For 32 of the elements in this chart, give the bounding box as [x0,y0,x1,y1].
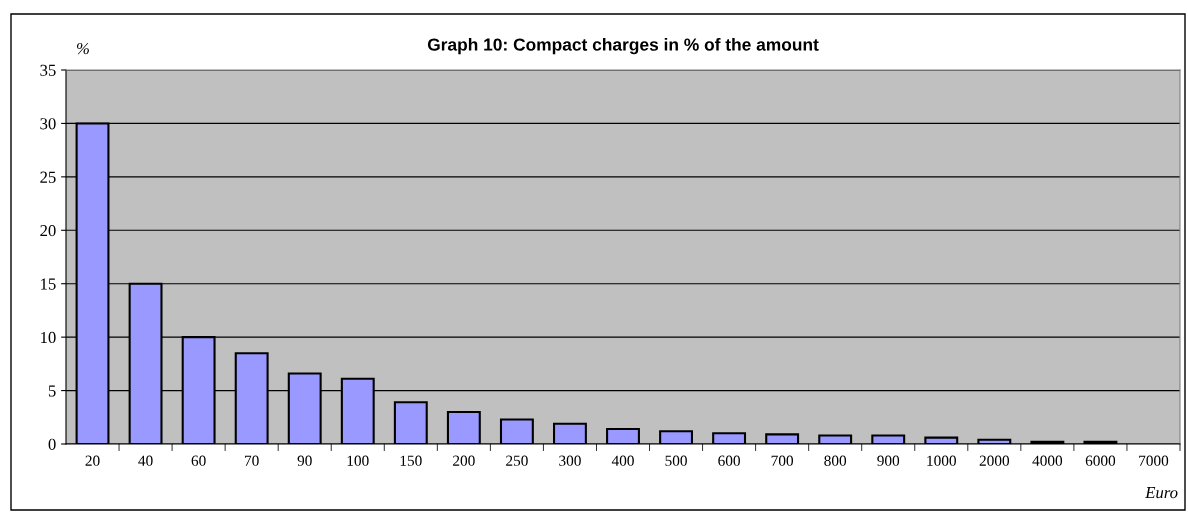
x-tick-label: 500 [665,455,687,466]
y-tick-label: 5 [48,385,56,397]
y-tick-label: 0 [48,438,56,450]
x-tick-label: 90 [297,455,312,466]
x-tick-label: 600 [718,455,740,466]
x-tick-label: 400 [611,455,634,466]
y-tick-label: 10 [41,331,56,344]
x-tick-label: 100 [347,455,369,466]
x-tick-label: 300 [559,455,581,466]
x-axis-title: Euro [1145,487,1178,499]
x-tick-label: 200 [453,455,475,466]
y-tick-label: 35 [40,64,56,76]
x-tick-label: 20 [85,455,100,466]
x-tick-label: 40 [138,455,153,466]
x-tick-label: 7000 [1139,455,1169,466]
x-tick-label: 6000 [1085,455,1116,466]
x-tick-label: 900 [877,455,900,466]
x-tick-label: 2000 [979,455,1010,466]
y-tick-label: 25 [40,171,56,183]
x-tick-label: 150 [400,455,422,466]
x-tick-label: 70 [245,455,259,466]
x-tick-label: 4000 [1032,455,1063,466]
y-tick-label: 20 [40,224,56,237]
y-axis-title: % [76,42,89,55]
x-tick-label: 60 [191,455,206,466]
x-tick-label: 1000 [927,455,956,466]
chart-title: Graph 10: Compact charges in % of the amount [427,37,819,55]
x-tick-label: 700 [771,455,794,466]
y-tick-label: 15 [41,278,56,290]
y-tick-label: 30 [40,118,56,130]
x-tick-label: 250 [506,455,528,466]
x-tick-label: 800 [824,455,847,466]
